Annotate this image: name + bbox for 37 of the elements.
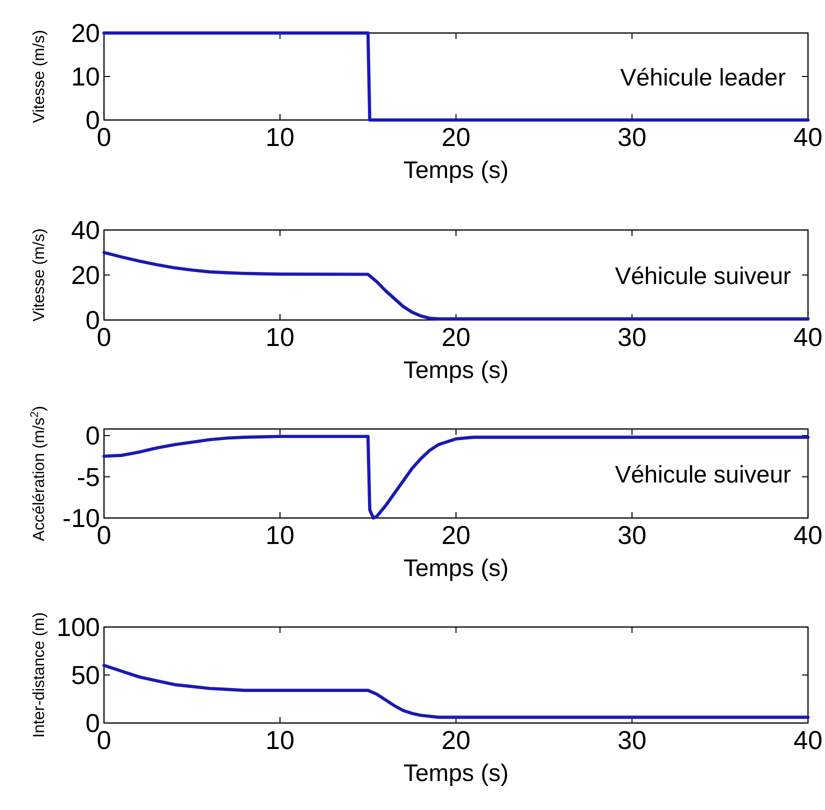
x-tick-label: 10 [266, 725, 294, 755]
y-tick-label: 0 [86, 420, 100, 451]
x-axis-title: Temps (s) [403, 555, 509, 582]
x-axis-title: Temps (s) [403, 157, 509, 184]
x-tick-label: 40 [794, 725, 822, 755]
x-tick-label: 10 [266, 322, 294, 352]
y-tick-label: 20 [71, 18, 100, 48]
line-series [102, 664, 810, 719]
y-tick-label: 10 [71, 62, 100, 92]
x-tick-label: 40 [794, 122, 822, 152]
x-tick-label: 20 [442, 520, 470, 550]
line-series [102, 434, 810, 520]
x-tick-label: 40 [794, 322, 822, 352]
x-tick-label: 40 [794, 520, 822, 550]
y-tick-label: -5 [76, 462, 100, 492]
x-tick-label: 20 [442, 725, 470, 755]
line-series [102, 250, 810, 320]
x-tick-label: 30 [618, 122, 646, 152]
annotation: Véhicule suiveur [614, 263, 792, 290]
annotation: Véhicule suiveur [614, 462, 792, 488]
y-axis-title: Vitesse (m/s) [31, 30, 48, 124]
x-axis-title: Temps (s) [403, 760, 509, 787]
x-tick-label: 10 [266, 122, 294, 152]
y-tick-label: 40 [71, 215, 100, 246]
x-tick-label: 30 [618, 520, 646, 550]
x-tick-label: 30 [618, 322, 646, 352]
y-tick-label: 100 [56, 612, 100, 642]
annotation: Véhicule leader [620, 64, 786, 92]
x-tick-label: 20 [442, 322, 470, 352]
y-tick-label: 50 [71, 660, 100, 690]
x-tick-label: 10 [266, 520, 294, 550]
y-tick-label: 20 [71, 260, 100, 290]
y-axis-title: Inter-distance (m) [31, 612, 48, 738]
x-axis-title: Temps (s) [403, 357, 509, 384]
x-tick-label: 30 [618, 725, 646, 755]
x-tick-label: 20 [442, 122, 470, 152]
y-axis-title: Vitesse (m/s) [31, 228, 48, 322]
